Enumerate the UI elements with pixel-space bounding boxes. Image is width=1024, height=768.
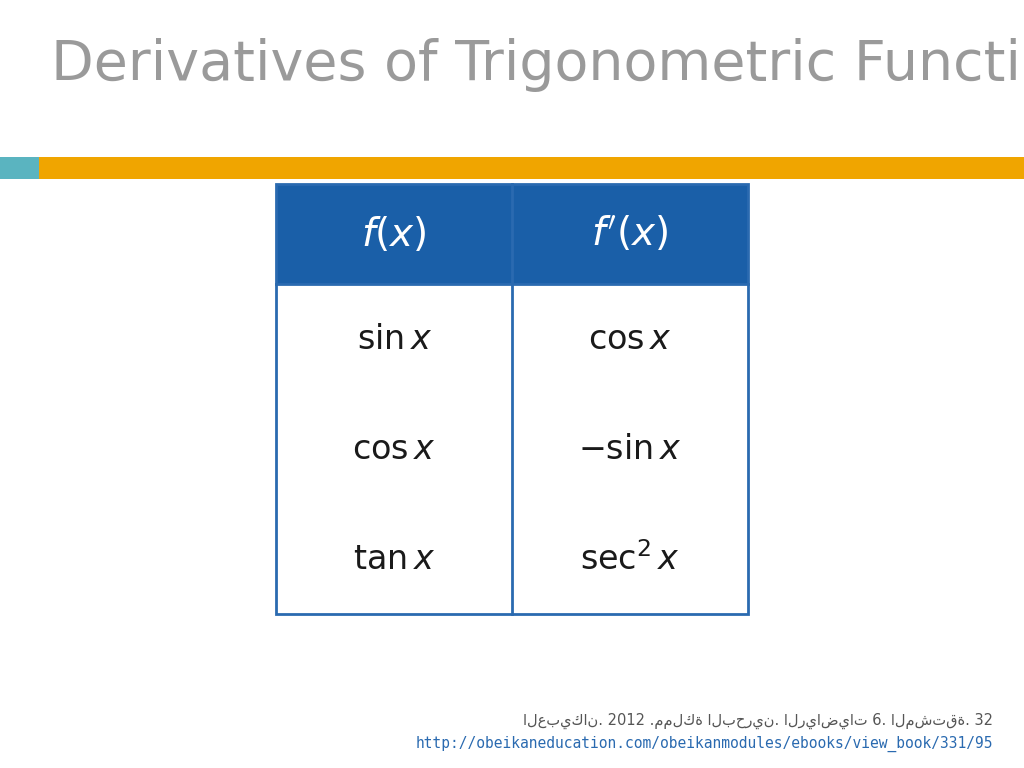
Text: $\sec^2 x$: $\sec^2 x$ <box>580 542 680 577</box>
Text: $\tan x$: $\tan x$ <box>353 543 435 576</box>
Text: $-\sin x$: $-\sin x$ <box>579 433 681 465</box>
Text: $f(x)$: $f(x)$ <box>361 215 427 253</box>
Text: $f^{\prime}(x)$: $f^{\prime}(x)$ <box>591 215 669 253</box>
Bar <box>276 184 748 284</box>
Text: http://obeikaneducation.com/obeikanmodules/ebooks/view_book/331/95: http://obeikaneducation.com/obeikanmodul… <box>416 735 993 752</box>
Bar <box>276 184 748 614</box>
Bar <box>39 157 1024 179</box>
Bar <box>0 157 39 179</box>
Text: Derivatives of Trigonometric Functions: Derivatives of Trigonometric Functions <box>51 38 1024 92</box>
Bar <box>276 184 748 614</box>
Text: $\cos x$: $\cos x$ <box>588 323 672 356</box>
Text: $\cos x$: $\cos x$ <box>352 433 436 465</box>
Text: العبيكان. 2012 .مملكة البحرين. الرياضيات 6. المشتقة. 32: العبيكان. 2012 .مملكة البحرين. الرياضيات… <box>523 712 993 729</box>
Text: $\sin x$: $\sin x$ <box>356 323 432 356</box>
